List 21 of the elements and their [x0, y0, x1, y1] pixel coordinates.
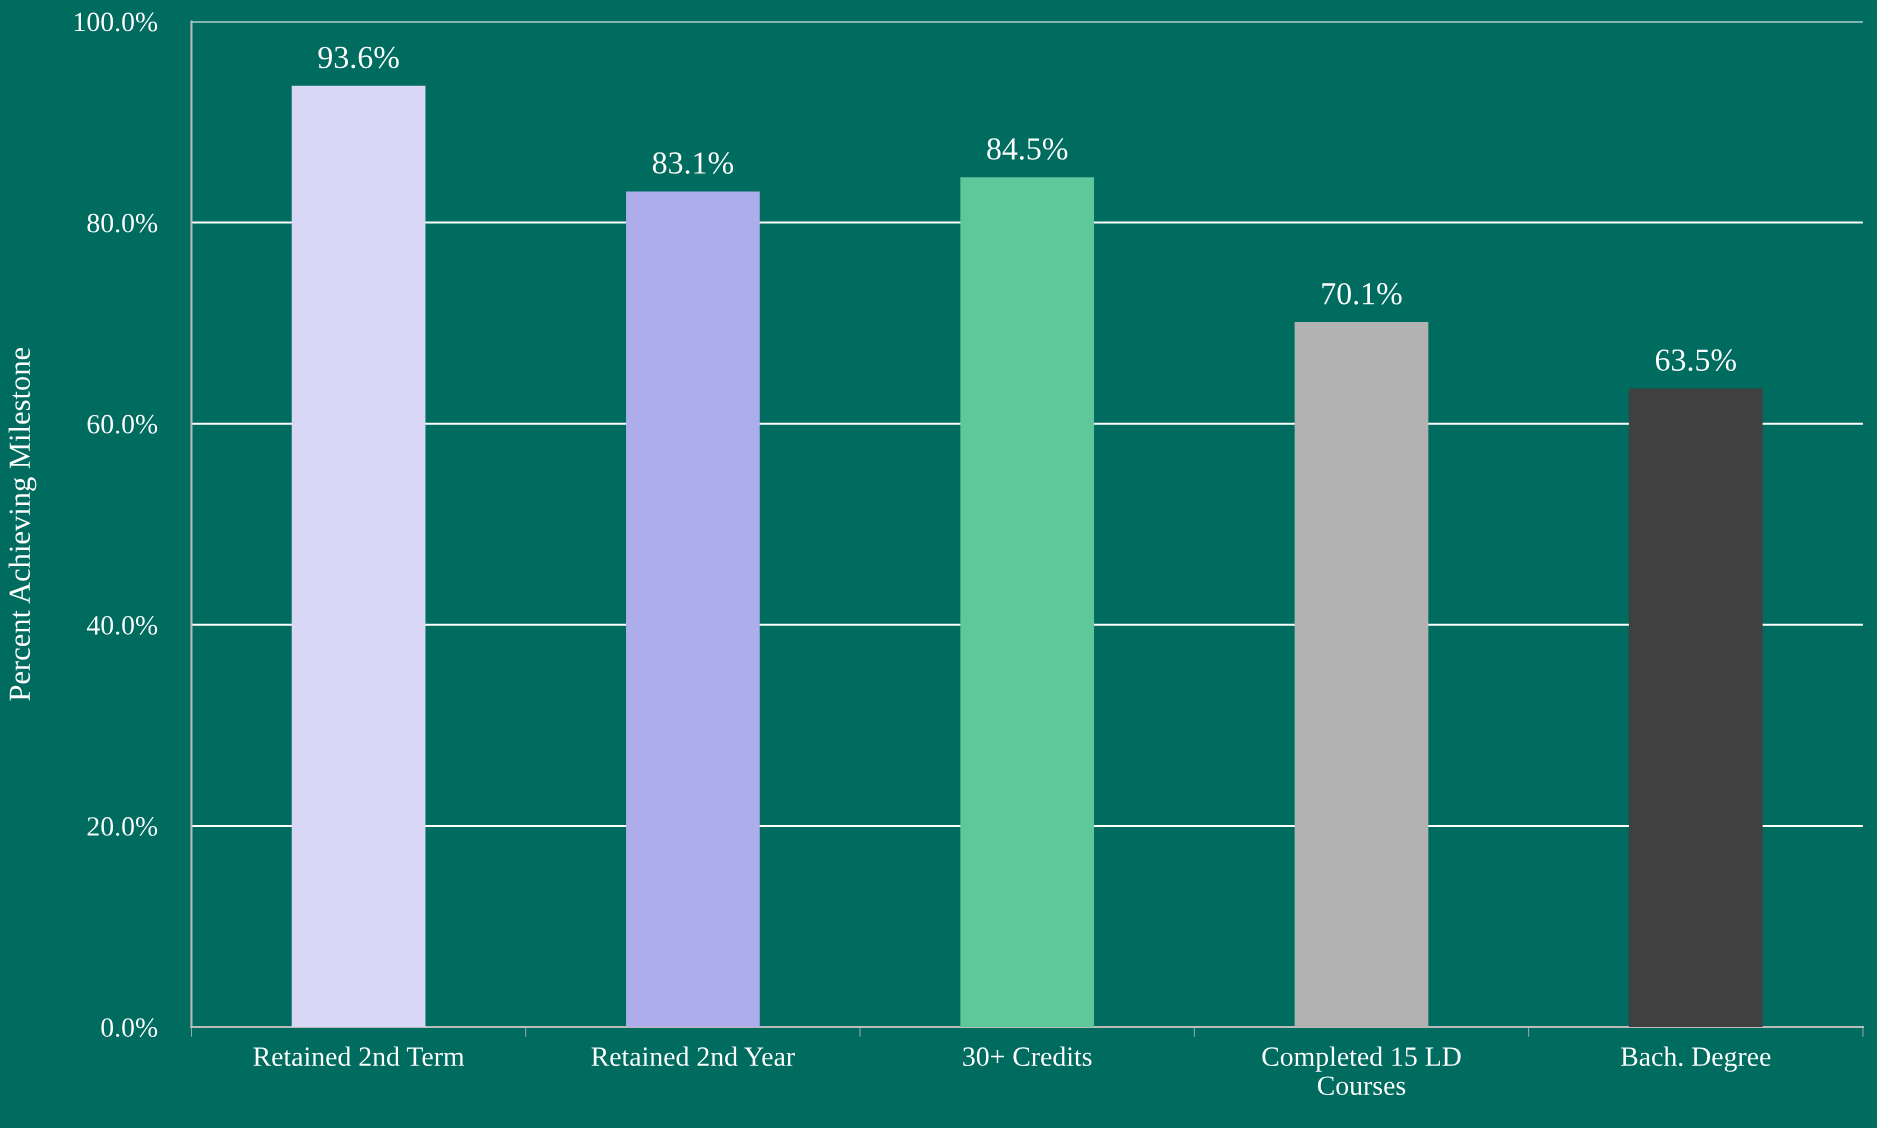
y-tick-label: 80.0% — [87, 213, 158, 233]
x-tick-label: Completed 15 LD Courses — [1262, 1046, 1461, 1096]
bar — [291, 85, 426, 1028]
y-tick-label: 100.0% — [74, 12, 158, 32]
data-label: 83.1% — [652, 152, 734, 174]
data-label: 84.5% — [987, 138, 1068, 160]
data-label: 63.5% — [1655, 349, 1736, 372]
bar — [626, 191, 760, 1028]
x-tick-label: Retained 2nd Year — [591, 1046, 795, 1067]
bar — [1628, 388, 1763, 1028]
x-tick-label: 30+ Credits — [963, 1046, 1092, 1067]
y-tick-label: 20.0% — [87, 817, 158, 836]
x-tick-label: Retained 2nd Term — [253, 1046, 465, 1067]
data-label: 93.6% — [318, 46, 399, 69]
y-tick-label: 40.0% — [86, 615, 158, 635]
y-tick-label: 60.0% — [87, 414, 158, 434]
y-tick-label: 0.0% — [101, 1018, 158, 1038]
x-tick-label: Bach. Degree — [1620, 1046, 1771, 1072]
bar — [960, 177, 1095, 1028]
data-label: 70.1% — [1322, 282, 1402, 305]
y-axis-title: Percent Achieving Milestone — [8, 347, 37, 701]
